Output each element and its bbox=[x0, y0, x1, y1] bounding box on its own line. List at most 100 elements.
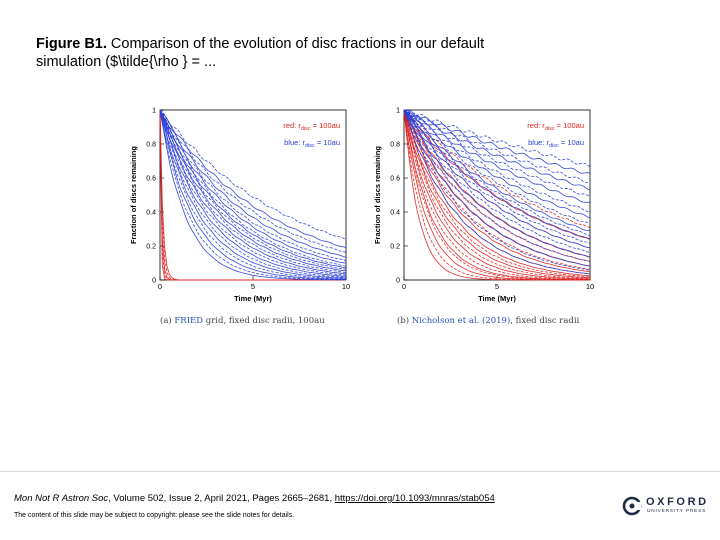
series-curve bbox=[403, 111, 591, 277]
series-curve bbox=[404, 109, 591, 168]
series-curve bbox=[403, 109, 591, 225]
oup-name: OXFORD bbox=[646, 496, 709, 508]
y-tick-label: 0.8 bbox=[146, 142, 156, 149]
series-curve bbox=[159, 109, 347, 258]
legend-entry: blue: rdisc = 10au bbox=[528, 138, 584, 149]
x-tick-label: 5 bbox=[251, 282, 255, 291]
caption-b-prefix: (b) bbox=[397, 316, 412, 326]
series-curve bbox=[159, 110, 347, 267]
series-curve bbox=[159, 109, 347, 279]
figure-caption-text: Comparison of the evolution of disc frac… bbox=[36, 36, 485, 70]
series-curve bbox=[403, 111, 591, 204]
series-curve bbox=[403, 109, 591, 213]
series-curve bbox=[403, 109, 591, 263]
y-tick-label: 0.6 bbox=[390, 176, 400, 183]
y-axis-label: Fraction of discs remaining bbox=[373, 146, 382, 244]
series-curve bbox=[159, 111, 347, 277]
series-curve bbox=[159, 109, 346, 281]
series-curve bbox=[403, 109, 591, 174]
caption-b-rest: , fixed disc radii bbox=[510, 316, 580, 326]
footer-divider bbox=[0, 471, 720, 472]
chart-panel-a: 0 5 10 0 0.2 0.4 0.6 0.8 1 Time (Myr) Fraction of … bbox=[118, 100, 358, 310]
series-curve bbox=[403, 111, 591, 262]
series-curve bbox=[403, 109, 591, 281]
series-curve bbox=[403, 110, 591, 183]
plot-frame bbox=[403, 109, 591, 281]
x-tick-label: 0 bbox=[402, 282, 406, 291]
series-curve bbox=[159, 109, 347, 240]
x-tick-label: 10 bbox=[342, 282, 350, 291]
y-axis-label: Fraction of discs remaining bbox=[129, 146, 138, 244]
series-curve bbox=[159, 111, 347, 248]
series-curve bbox=[159, 109, 347, 262]
x-tick-label: 10 bbox=[586, 282, 594, 291]
series-curve bbox=[403, 111, 591, 280]
caption-a-citation[interactable]: FRIED bbox=[174, 316, 204, 326]
series-curve bbox=[159, 111, 347, 280]
y-tick-label: 0.4 bbox=[146, 210, 156, 217]
series-curve bbox=[403, 109, 591, 278]
x-tick-label: 0 bbox=[158, 282, 162, 291]
chart-a-svg: 0 5 10 0 0.2 0.4 0.6 0.8 1 Time (Myr) Fraction of … bbox=[129, 108, 350, 304]
journal-name: Mon Not R Astron Soc bbox=[14, 493, 109, 504]
oup-subtitle: UNIVERSITY PRESS bbox=[647, 509, 707, 514]
series-curve bbox=[159, 109, 347, 275]
series-curve bbox=[403, 109, 591, 280]
y-tick-label: 0 bbox=[152, 278, 156, 285]
x-axis-label: Time (Myr) bbox=[234, 294, 272, 303]
series-curve bbox=[403, 110, 591, 270]
chart-b-svg: 0 5 10 0 0.2 0.4 0.6 0.8 1 Time (Myr) Fraction of … bbox=[373, 108, 594, 304]
chart-panel-b: 0 5 10 0 0.2 0.4 0.6 0.8 1 Time (Myr) Fraction of … bbox=[362, 100, 602, 310]
oup-logo[interactable]: OXFORD UNIVERSITY PRESS bbox=[622, 495, 712, 519]
series-curve bbox=[159, 109, 347, 281]
subfigure-caption-b: (b) Nicholson et al. (2019), fixed disc … bbox=[397, 316, 579, 326]
caption-b-citation[interactable]: Nicholson et al. (2019) bbox=[411, 316, 511, 326]
series-curve bbox=[403, 109, 591, 229]
series-curve bbox=[159, 109, 347, 274]
series-curve bbox=[159, 110, 347, 280]
series-curve bbox=[403, 109, 591, 219]
journal-citation: Mon Not R Astron Soc, Volume 502, Issue … bbox=[14, 493, 495, 504]
series-curve bbox=[159, 110, 347, 253]
x-tick-label: 5 bbox=[495, 282, 499, 291]
series-curve bbox=[159, 109, 347, 281]
series-curve bbox=[403, 111, 591, 249]
series-curve bbox=[403, 109, 591, 258]
figure-title: Figure B1. Comparison of the evolution o… bbox=[36, 35, 506, 71]
y-tick-label: 1 bbox=[396, 108, 400, 115]
x-axis-label: Time (Myr) bbox=[478, 294, 516, 303]
y-tick-label: 0.4 bbox=[390, 210, 400, 217]
series-curve bbox=[159, 109, 347, 278]
series-curve bbox=[403, 109, 591, 279]
legend-entry: blue: rdisc = 10au bbox=[284, 138, 340, 149]
y-tick-label: 0.6 bbox=[146, 176, 156, 183]
caption-a-rest: grid, fixed disc radii, 100au bbox=[203, 316, 325, 326]
y-tick-label: 0.8 bbox=[390, 142, 400, 149]
subfigure-caption-a: (a) FRIED grid, fixed disc radii, 100au bbox=[160, 316, 325, 326]
series-curve bbox=[403, 110, 591, 244]
series-curve bbox=[403, 109, 591, 271]
series-curve bbox=[403, 109, 591, 240]
y-tick-label: 1 bbox=[152, 108, 156, 115]
y-tick-label: 0.2 bbox=[390, 244, 400, 251]
legend-entry: red: rdisc = 100au bbox=[527, 121, 584, 132]
series-curve bbox=[403, 109, 591, 254]
figure-label: Figure B1. bbox=[36, 36, 107, 52]
series-curve bbox=[404, 109, 591, 198]
legend-entry: red: rdisc = 100au bbox=[283, 121, 340, 132]
citation-details: , Volume 502, Issue 2, April 2021, Pages… bbox=[108, 493, 335, 504]
series-curve bbox=[159, 111, 347, 272]
y-tick-label: 0 bbox=[396, 278, 400, 285]
oup-emblem-icon bbox=[622, 496, 642, 516]
series-curve bbox=[403, 111, 591, 279]
doi-link[interactable]: https://doi.org/10.1093/mnras/stab054 bbox=[334, 493, 495, 504]
series-curve bbox=[403, 110, 591, 267]
y-tick-label: 0.2 bbox=[146, 244, 156, 251]
series-curve bbox=[403, 109, 591, 275]
series-curve bbox=[159, 111, 347, 264]
series-curve bbox=[159, 109, 347, 269]
caption-a-prefix: (a) bbox=[160, 316, 175, 326]
series-curve bbox=[159, 110, 347, 270]
series-curve bbox=[159, 111, 347, 276]
series-curve bbox=[403, 111, 591, 232]
